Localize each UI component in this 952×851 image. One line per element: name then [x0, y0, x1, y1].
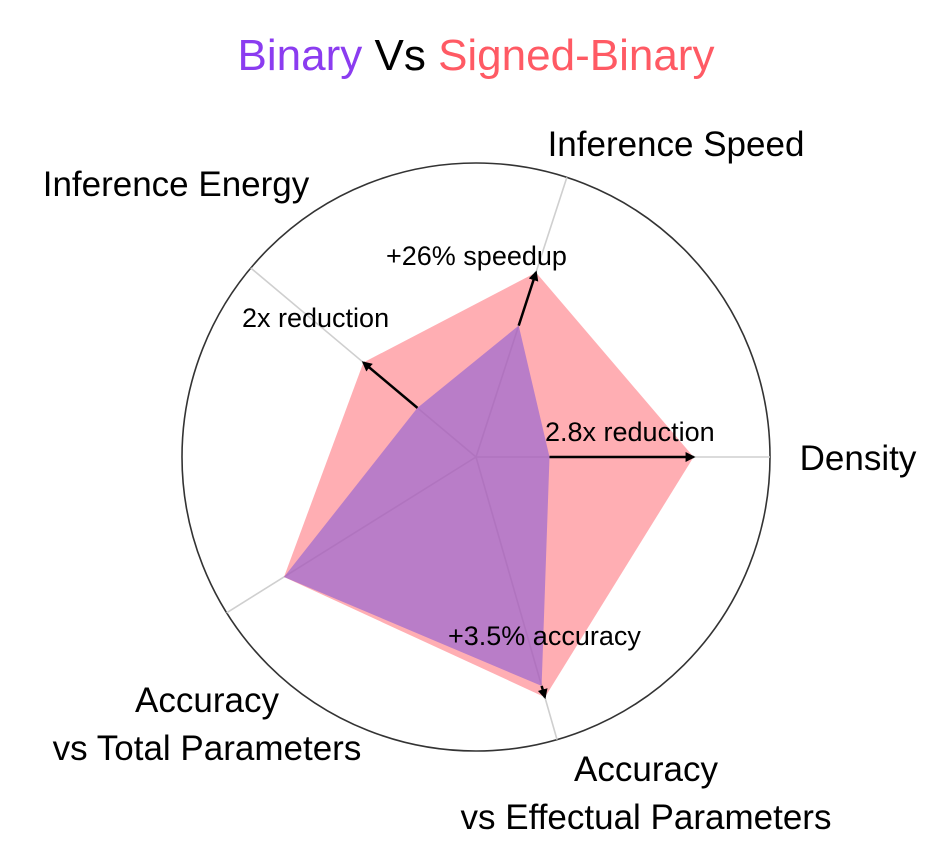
title-vs: Vs: [362, 31, 439, 80]
axis-label-4-line-0: Inference Energy: [43, 165, 310, 204]
axis-label-2-line-0: Accuracy: [574, 750, 718, 789]
title-binary: Binary: [237, 31, 363, 80]
title-signed-binary: Signed-Binary: [438, 31, 715, 80]
axis-label-1-line-0: Density: [800, 439, 917, 478]
annotation-label-0: +26% speedup: [386, 241, 567, 271]
axis-label-3-line-0: Accuracy: [135, 681, 279, 720]
annotation-arrow-3: [361, 361, 419, 409]
axis-labels: Inference Speed Density Accuracy vs Effectu…: [43, 125, 917, 837]
annotation-arrow-2: [537, 685, 548, 700]
chart-title: Binary Vs Signed-Binary: [0, 28, 952, 84]
annotation-arrow-0: [517, 270, 539, 326]
axis-label-0-line-0: Inference Speed: [548, 125, 805, 164]
annotation-label-1: 2.8x reduction: [545, 417, 715, 447]
annotation-label-3: 2x reduction: [242, 303, 389, 333]
series-binary-polygon: [284, 325, 550, 686]
axis-label-2-line-1: vs Effectual Parameters: [461, 798, 832, 837]
annotation-label-2: +3.5% accuracy: [448, 621, 641, 651]
radar-series: [284, 272, 694, 698]
annotation-arrows: +26% speedup 2.8x reduction +3.5% accuracy…: [242, 241, 715, 700]
axis-label-3-line-1: vs Total Parameters: [53, 729, 362, 768]
